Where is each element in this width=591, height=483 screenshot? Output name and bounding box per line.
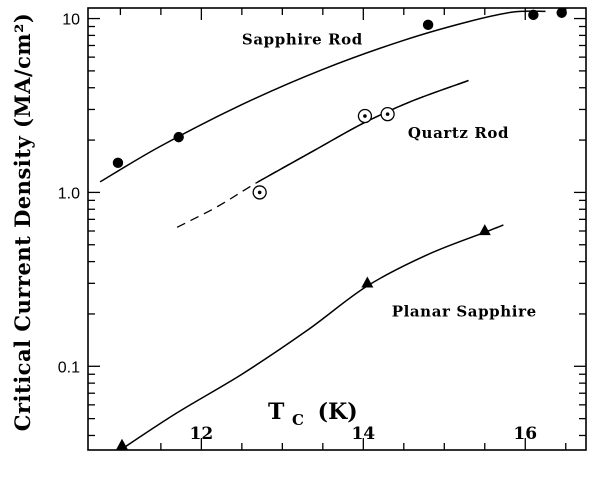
y-axis-label: Critical Current Density (MA/cm²) bbox=[10, 13, 35, 432]
planar-sapphire-point bbox=[478, 224, 491, 236]
quartz-rod-point-dot bbox=[363, 114, 367, 118]
x-axis-label-main: T bbox=[268, 399, 285, 425]
tick-labels: 10 1.0 0.1 12 14 16 bbox=[58, 12, 537, 444]
quartz-rod-point-dot bbox=[385, 112, 390, 116]
x-axis-label: T C (K) bbox=[268, 399, 358, 431]
series-labels: Sapphire Rod Quartz Rod Planar Sapphire bbox=[242, 30, 537, 321]
plot-frame bbox=[87, 7, 587, 451]
quartz-rod-dashed-curve bbox=[176, 79, 469, 228]
planar-sapphire-point bbox=[361, 276, 374, 288]
quartz-rod-point bbox=[357, 108, 373, 124]
quartz-rod-point-dot bbox=[257, 190, 262, 195]
x-tick-label: 16 bbox=[513, 424, 537, 444]
sapphire-rod-point bbox=[556, 7, 567, 18]
x-tick-label: 14 bbox=[351, 424, 375, 444]
sapphire-rod-point bbox=[422, 19, 434, 31]
x-tick-label: 12 bbox=[190, 424, 214, 444]
sapphire-rod-point bbox=[528, 9, 539, 21]
y-tick-label: 1.0 bbox=[58, 185, 80, 202]
sapphire-rod-point bbox=[112, 157, 124, 169]
sapphire-rod-fit-curve bbox=[99, 10, 546, 183]
quartz-rod-fit-curve bbox=[257, 79, 469, 183]
y-tick-label: 0.1 bbox=[58, 359, 80, 376]
x-axis-label-subscript: C bbox=[292, 411, 304, 429]
quartz-rod-point bbox=[380, 106, 395, 122]
data-markers bbox=[112, 7, 567, 450]
sapphire-rod-point bbox=[173, 131, 184, 143]
planar-sapphire-point bbox=[116, 438, 129, 450]
x-axis-label-unit: (K) bbox=[318, 399, 358, 425]
fit-curves bbox=[99, 10, 546, 451]
planar-sapphire-fit-curve bbox=[119, 224, 504, 451]
sapphire-rod-label: Sapphire Rod bbox=[242, 30, 363, 48]
planar-sapphire-label: Planar Sapphire bbox=[392, 303, 537, 321]
quartz-rod-point bbox=[252, 185, 267, 200]
quartz-rod-label: Quartz Rod bbox=[408, 124, 509, 142]
plot-border bbox=[87, 7, 587, 451]
tick-marks bbox=[88, 8, 586, 450]
y-tick-label: 10 bbox=[62, 12, 80, 29]
